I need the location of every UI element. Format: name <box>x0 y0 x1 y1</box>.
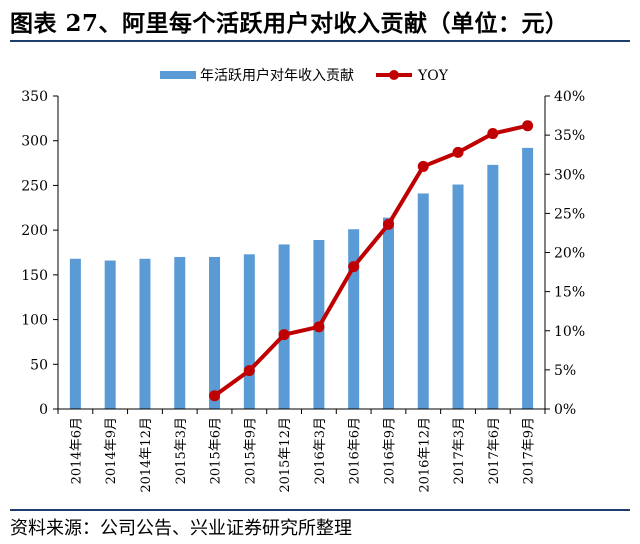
bar <box>382 217 394 409</box>
y-left-tick-label: 250 <box>21 178 48 194</box>
bar <box>104 260 116 409</box>
x-tick-label: 2015年3月 <box>174 417 189 484</box>
source-note: 资料来源：公司公告、兴业证券研究所整理 <box>10 518 352 539</box>
x-tick-label: 2015年9月 <box>243 417 258 484</box>
bar <box>417 193 429 409</box>
x-tick-label: 2016年3月 <box>313 417 328 484</box>
x-tick-label: 2016年12月 <box>417 417 432 493</box>
y-right-tick-label: 20% <box>554 246 585 262</box>
y-right-tick-label: 30% <box>554 167 585 183</box>
legend-line-marker <box>389 70 399 80</box>
y-right-tick-label: 35% <box>554 128 585 144</box>
legend: 年活跃用户对年收入贡献 YOY <box>160 67 449 84</box>
bar-series <box>69 147 534 409</box>
bar <box>522 147 534 409</box>
bar <box>243 254 255 409</box>
x-tick-label: 2017年6月 <box>487 417 502 484</box>
yoy-point <box>243 365 255 377</box>
y-left-tick-label: 350 <box>21 89 48 105</box>
y-right-tick-label: 5% <box>554 363 576 379</box>
x-tick-label: 2014年12月 <box>139 417 154 493</box>
bar <box>209 256 221 409</box>
x-tick-label: 2014年9月 <box>104 417 119 484</box>
x-tick-label: 2017年9月 <box>522 417 537 484</box>
bar <box>278 244 290 409</box>
bar <box>139 258 151 409</box>
y-left-tick-label: 200 <box>21 223 48 239</box>
y-right-tick-label: 25% <box>554 206 585 222</box>
chart: 年活跃用户对年收入贡献 YOY 0 50 100 150 200 250 300 350 0% 5%… <box>21 67 585 493</box>
y-right-tick-label: 15% <box>554 285 585 301</box>
y-right-tick-label: 40% <box>554 89 585 105</box>
y-left-tick-label: 300 <box>21 134 48 150</box>
x-tick-label: 2015年12月 <box>278 417 293 493</box>
yoy-series <box>209 120 534 402</box>
y-left-tick-label: 150 <box>21 268 48 284</box>
y-right-tick-label: 0% <box>554 402 576 418</box>
title-divider <box>10 40 630 42</box>
yoy-point <box>278 329 290 341</box>
y-left-tick-label: 0 <box>39 402 48 418</box>
y-left-tick-label: 100 <box>21 313 48 329</box>
yoy-point <box>522 120 534 132</box>
legend-bar-swatch <box>160 71 196 79</box>
x-tick-label: 2016年9月 <box>382 417 397 484</box>
bar <box>69 258 81 409</box>
yoy-point <box>382 218 394 230</box>
yoy-point <box>452 146 464 158</box>
bar <box>348 229 360 409</box>
yoy-point <box>348 261 360 273</box>
yoy-line <box>213 123 529 398</box>
bar <box>452 184 464 409</box>
bar <box>487 164 499 409</box>
yoy-point <box>487 128 499 140</box>
x-tick-label: 2015年6月 <box>209 417 224 484</box>
x-tick-label: 2017年3月 <box>452 417 467 484</box>
y-right-tick-label: 10% <box>554 324 585 340</box>
yoy-point <box>417 160 429 172</box>
yoy-point <box>313 321 325 333</box>
legend-bar-label: 年活跃用户对年收入贡献 <box>200 67 354 84</box>
source-divider <box>10 509 630 511</box>
legend-line-label: YOY <box>417 68 449 84</box>
axes: 0 50 100 150 200 250 300 350 0% 5% 10% 15% 20% 25% 30%… <box>21 89 585 493</box>
y-left-tick-label: 50 <box>30 357 48 373</box>
x-tick-label: 2016年6月 <box>348 417 363 484</box>
x-tick-label: 2014年6月 <box>69 417 84 484</box>
bar <box>174 256 186 409</box>
yoy-point <box>209 390 221 402</box>
figure-title: 图表 27、阿里每个活跃用户对收入贡献（单位：元） <box>10 10 569 37</box>
